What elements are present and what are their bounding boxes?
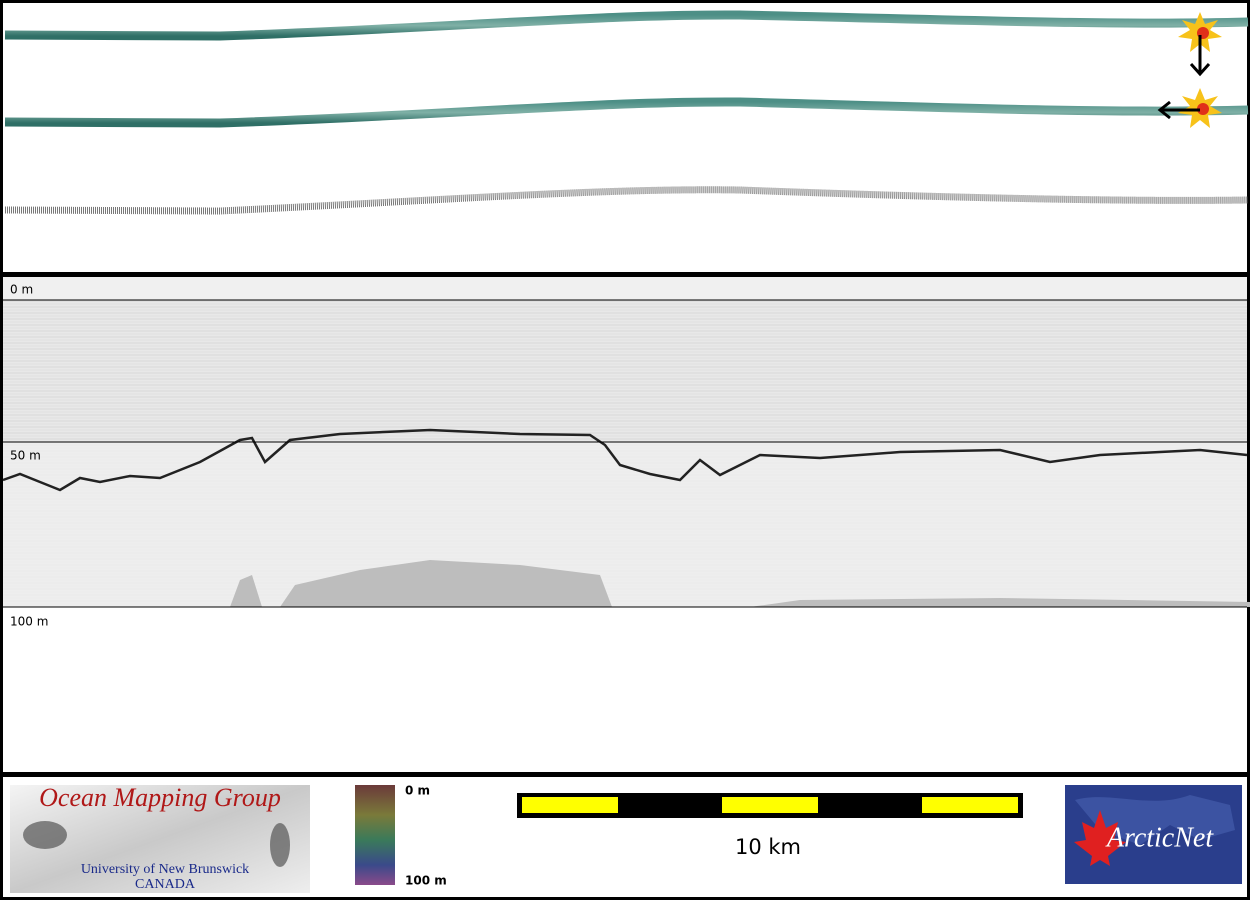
depth-label: 100 m xyxy=(10,615,48,629)
color-bar-label: 100 m xyxy=(405,874,447,888)
logo-title: ArcticNet xyxy=(1105,822,1214,853)
multiple-echo xyxy=(230,560,1250,607)
profile-header xyxy=(3,277,1247,300)
divider xyxy=(0,272,1250,277)
swath-strip xyxy=(4,10,1249,41)
swath-strip xyxy=(4,97,1249,128)
arcticnet-logo: ArcticNet xyxy=(1065,785,1242,884)
divider xyxy=(0,772,1250,777)
sidescan-strip xyxy=(4,186,1249,215)
logo-text: CANADA xyxy=(135,877,196,892)
logo-text: University of New Brunswick xyxy=(81,862,249,877)
ocean-mapping-logo: Ocean Mapping Group University of New Br… xyxy=(10,783,310,893)
color-bar-label: 0 m xyxy=(405,784,430,798)
scale-bar xyxy=(517,793,1023,818)
depth-label: 50 m xyxy=(10,449,41,463)
depth-label: 0 m xyxy=(10,283,33,297)
seafloor-trace xyxy=(2,428,1248,492)
scale-label: 10 km xyxy=(735,835,801,859)
event-marker xyxy=(1157,12,1222,128)
color-bar xyxy=(355,785,395,885)
echogram-lower xyxy=(3,442,1247,607)
logo-title: Ocean Mapping Group xyxy=(39,783,281,812)
